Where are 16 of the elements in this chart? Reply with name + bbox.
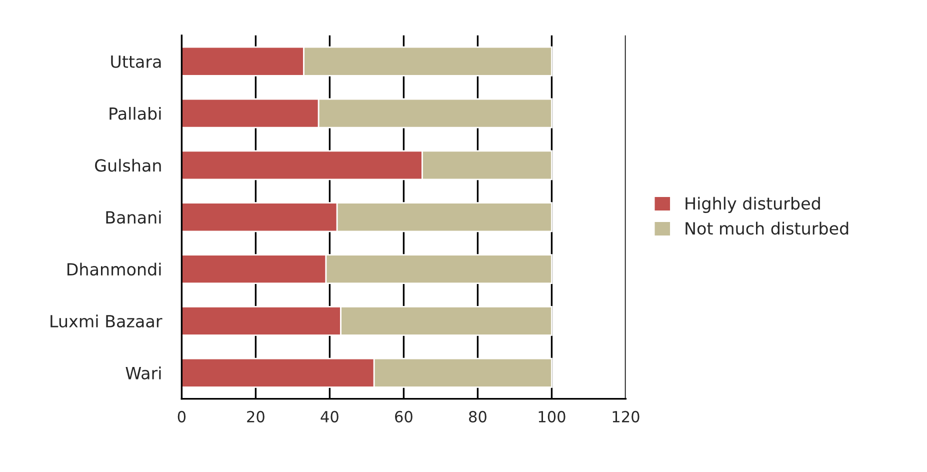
y-tick-label: Pallabi: [110, 106, 161, 120]
x-tick-label: 60: [395, 410, 412, 422]
y-tick-label: Banani: [106, 210, 161, 224]
y-tick-label: Dhanmondi: [68, 262, 161, 276]
x-tick-label: 80: [469, 410, 486, 422]
y-tick-label: Gulshan: [95, 158, 161, 172]
x-tick-label: 0: [178, 410, 186, 422]
legend-label: Not much disturbed: [686, 222, 848, 235]
x-tick-label: 100: [538, 410, 566, 422]
legend-label: Highly disturbed: [686, 196, 820, 213]
x-tick-label: 40: [320, 410, 338, 422]
y-tick-label: Luxmi Bazaar: [50, 314, 162, 328]
x-tick-label: 120: [612, 410, 640, 422]
y-tick-label: Wari: [126, 366, 161, 380]
y-tick-label: Uttara: [111, 56, 161, 68]
x-tick-label: 20: [247, 410, 264, 422]
